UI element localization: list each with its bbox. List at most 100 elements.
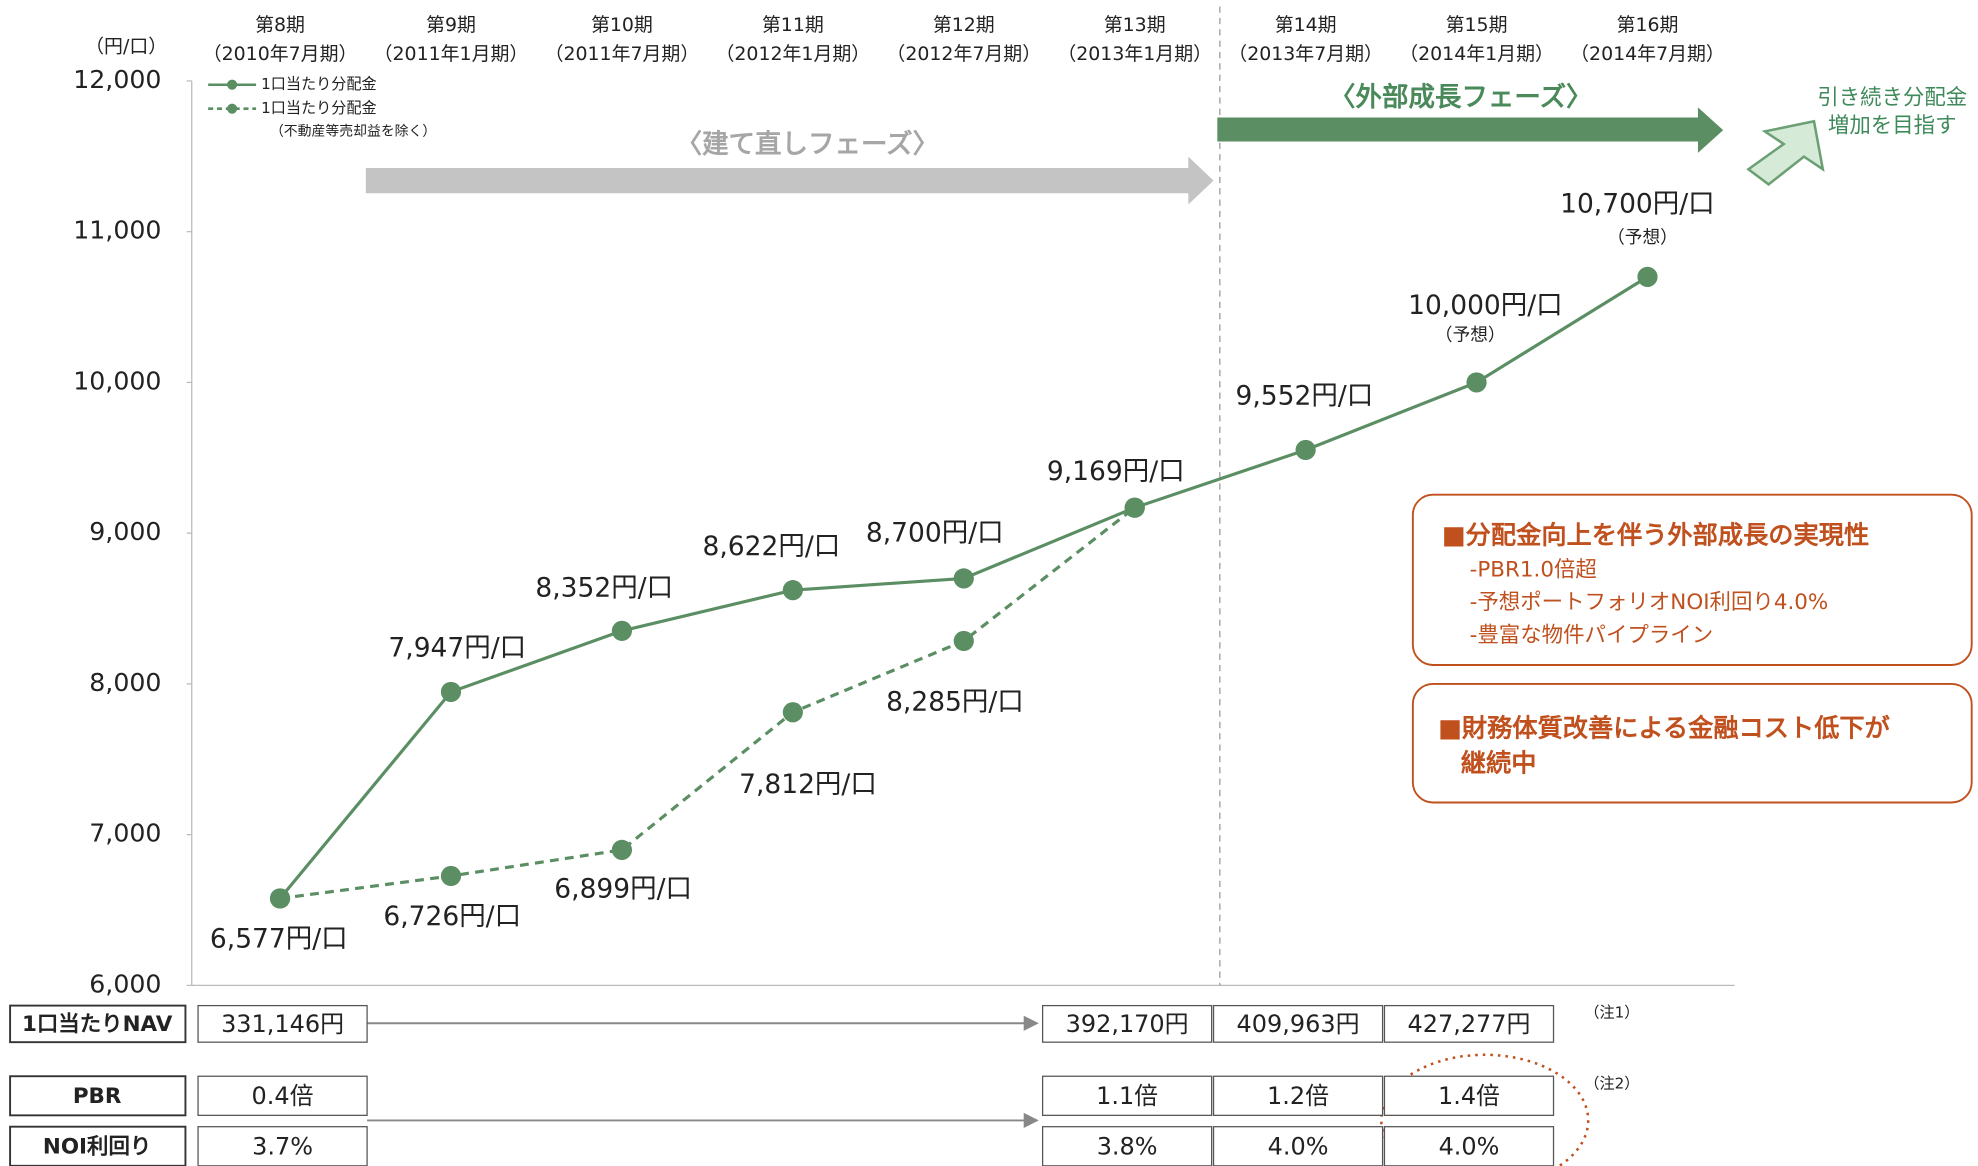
- legend-label: 1口当たり分配金: [261, 75, 376, 93]
- x-tick-sublabel: （2010年7月期）: [203, 43, 358, 65]
- y-tick-label: 8,000: [89, 668, 161, 697]
- data-point: [440, 681, 462, 702]
- value-label: 8,285円/口: [886, 686, 1024, 717]
- table-value: 427,277円: [1407, 1010, 1530, 1038]
- x-tick-sublabel: （2011年1月期）: [374, 43, 529, 65]
- table-cell: [197, 1126, 368, 1166]
- data-point: [1295, 439, 1316, 461]
- legend-marker: [227, 79, 238, 90]
- table-cell: [1041, 1126, 1213, 1166]
- x-tick-label: 第8期: [255, 14, 305, 36]
- value-label: 8,622円/口: [703, 531, 841, 562]
- table-value: 1.2倍: [1267, 1082, 1329, 1110]
- value-label: 6,726円/口: [383, 901, 521, 932]
- table-cell: [197, 1004, 368, 1043]
- rebuild-phase: 〈建て直しフェーズ〉: [676, 129, 940, 160]
- table-cell: [1212, 1004, 1384, 1043]
- value-label: 6,899円/口: [554, 874, 692, 905]
- table-cell: [1383, 1004, 1555, 1043]
- table-note: （注2）: [1584, 1074, 1639, 1092]
- y-tick-label: 12,000: [73, 65, 161, 94]
- value-label: 9,552円/口: [1236, 380, 1374, 411]
- data-point: [269, 888, 291, 909]
- callout-item: -豊富な物件パイプライン: [1470, 623, 1714, 648]
- y-tick-label: 10,000: [73, 366, 161, 395]
- table-cell: [1383, 1075, 1555, 1116]
- y-unit-label: （円/口）: [85, 35, 167, 57]
- legend-label: 1口当たり分配金: [261, 99, 376, 117]
- outlook-arrow: [1746, 119, 1825, 186]
- table-value: 3.7%: [252, 1133, 313, 1161]
- x-tick-label: 第16期: [1617, 14, 1679, 36]
- table-value: 392,170円: [1066, 1010, 1189, 1038]
- x-tick-sublabel: （2013年1月期）: [1057, 43, 1212, 65]
- row-header-cell: [9, 1075, 187, 1117]
- data-point: [782, 702, 803, 723]
- growth-phase: 〈外部成長フェーズ〉: [1329, 82, 1593, 113]
- value-label: 10,700円/口: [1560, 188, 1715, 219]
- data-point: [611, 839, 633, 860]
- callout-box: [1411, 493, 1973, 666]
- y-tick-label: 9,000: [89, 517, 161, 546]
- rebuild-arrow: [365, 156, 1214, 205]
- legend-note: （不動産等売却益を除く）: [270, 122, 436, 139]
- table-value: 1.1倍: [1096, 1082, 1158, 1110]
- callout-item: -PBR1.0倍超: [1470, 557, 1597, 582]
- table-cell: [1212, 1126, 1384, 1166]
- table-value: 4.0%: [1439, 1133, 1500, 1161]
- value-note: （予想）: [1435, 325, 1506, 346]
- x-tick-label: 第11期: [762, 14, 824, 36]
- x-tick-label: 第13期: [1104, 14, 1166, 36]
- callout-text: 継続中: [1461, 749, 1537, 778]
- growth-arrow: [1217, 107, 1724, 153]
- x-tick-sublabel: （2013年7月期）: [1228, 43, 1383, 65]
- data-point: [782, 580, 803, 601]
- value-label: 7,947円/口: [388, 633, 526, 664]
- row-header-cell: [9, 1125, 187, 1166]
- x-tick-label: 第12期: [933, 14, 995, 36]
- table-cell: [1212, 1075, 1384, 1116]
- row-header: NOI利回り: [43, 1135, 151, 1160]
- data-point: [1466, 372, 1487, 393]
- table-cell: [1383, 1126, 1555, 1166]
- table-cell: [1041, 1004, 1213, 1043]
- x-tick-label: 第9期: [426, 14, 476, 36]
- row-header: 1口当たりNAV: [22, 1012, 173, 1037]
- x-tick-sublabel: （2011年7月期）: [545, 43, 700, 65]
- y-tick-label: 11,000: [73, 216, 161, 245]
- value-label: 9,169円/口: [1047, 456, 1185, 487]
- table-value: 3.8%: [1097, 1133, 1158, 1161]
- y-tick-label: 7,000: [89, 819, 161, 848]
- x-tick-label: 第14期: [1275, 14, 1337, 36]
- row-header: PBR: [73, 1084, 122, 1109]
- table-value: 4.0%: [1268, 1133, 1329, 1161]
- table-value: 409,963円: [1237, 1010, 1360, 1038]
- x-tick-sublabel: （2014年7月期）: [1570, 43, 1725, 65]
- x-tick-label: 第10期: [591, 14, 653, 36]
- y-tick-label: 6,000: [89, 969, 161, 998]
- data-point: [611, 620, 633, 641]
- data-point: [1124, 497, 1145, 518]
- table-value: 0.4倍: [252, 1082, 314, 1110]
- x-tick-sublabel: （2012年1月期）: [715, 43, 870, 65]
- value-label: 7,812円/口: [739, 769, 877, 800]
- x-tick-label: 第15期: [1446, 14, 1508, 36]
- table-cell: [197, 1075, 368, 1116]
- data-point: [1637, 266, 1658, 287]
- value-label: 8,352円/口: [535, 573, 673, 604]
- callout-box: [1411, 682, 1973, 804]
- table-value: 1.4倍: [1438, 1082, 1500, 1110]
- callout-item: -予想ポートフォリオNOI利回り4.0%: [1470, 590, 1829, 615]
- data-point: [953, 630, 974, 652]
- value-label: 10,000円/口: [1408, 290, 1563, 321]
- table-value: 331,146円: [221, 1010, 344, 1038]
- x-tick-sublabel: （2012年7月期）: [886, 43, 1041, 65]
- legend-marker: [227, 103, 238, 114]
- outlook-text: 引き続き分配金: [1817, 86, 1967, 111]
- data-point: [953, 568, 974, 589]
- x-tick-sublabel: （2014年1月期）: [1399, 43, 1554, 65]
- table-note: （注1）: [1584, 1004, 1639, 1022]
- callout-text: ■財務体質改善による金融コスト低下が: [1438, 713, 1891, 742]
